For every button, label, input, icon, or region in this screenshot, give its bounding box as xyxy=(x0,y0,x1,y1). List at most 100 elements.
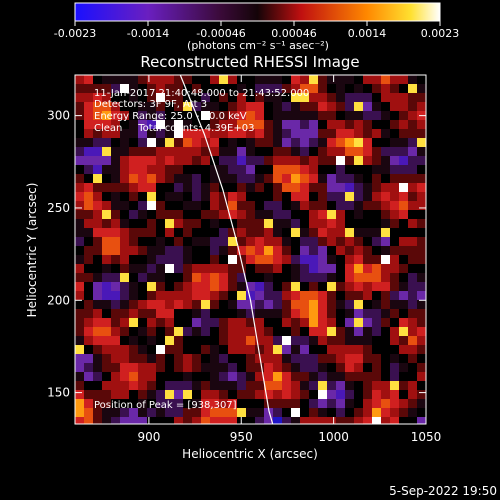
heatmap-cell xyxy=(327,201,336,210)
heatmap-cell xyxy=(210,156,219,165)
heatmap-cell xyxy=(219,165,228,174)
heatmap-cell xyxy=(219,210,228,219)
heatmap-cell xyxy=(318,219,327,228)
heatmap-cell xyxy=(291,147,300,156)
heatmap-cell xyxy=(336,228,345,237)
heatmap-cell xyxy=(219,282,228,291)
heatmap-cell xyxy=(399,327,408,336)
heatmap-cell xyxy=(201,165,210,174)
heatmap-cell xyxy=(174,255,183,264)
heatmap-cell xyxy=(120,156,129,165)
heatmap-cell xyxy=(381,174,390,183)
heatmap-cell xyxy=(111,300,120,309)
heatmap-cell xyxy=(264,336,273,345)
heatmap-cell xyxy=(336,84,345,93)
heatmap-cell xyxy=(336,363,345,372)
heatmap-cell xyxy=(156,354,165,363)
heatmap-cell xyxy=(129,282,138,291)
heatmap-cell xyxy=(291,75,300,84)
colorbar-tick-label: -0.0023 xyxy=(54,27,96,40)
heatmap-cell xyxy=(255,354,264,363)
heatmap-cell xyxy=(129,75,138,84)
heatmap-cell xyxy=(417,138,426,147)
heatmap-cell xyxy=(201,390,210,399)
heatmap-cell xyxy=(129,165,138,174)
heatmap-cell xyxy=(174,300,183,309)
heatmap-cell xyxy=(75,390,84,399)
heatmap-cell xyxy=(318,345,327,354)
heatmap-cell xyxy=(372,273,381,282)
heatmap-cell xyxy=(183,165,192,174)
heatmap-cell xyxy=(309,129,318,138)
heatmap-cell xyxy=(390,264,399,273)
heatmap-cell xyxy=(363,399,372,408)
heatmap-cell xyxy=(246,246,255,255)
heatmap-cell xyxy=(138,165,147,174)
heatmap-cell xyxy=(345,219,354,228)
heatmap-cell xyxy=(273,138,282,147)
heatmap-cell xyxy=(363,372,372,381)
heatmap-cell xyxy=(138,273,147,282)
heatmap-cell xyxy=(174,372,183,381)
heatmap-cell xyxy=(156,84,165,93)
heatmap-cell xyxy=(201,291,210,300)
heatmap-cell xyxy=(408,399,417,408)
heatmap-cell xyxy=(129,273,138,282)
y-axis-label: Heliocentric Y (arcsec) xyxy=(25,183,39,318)
heatmap-cell xyxy=(228,102,237,111)
heatmap-cell xyxy=(291,228,300,237)
heatmap-cell xyxy=(318,399,327,408)
heatmap-cell xyxy=(138,237,147,246)
heatmap-cell xyxy=(237,309,246,318)
heatmap-cell xyxy=(309,156,318,165)
heatmap-cell xyxy=(318,363,327,372)
heatmap-cell xyxy=(381,237,390,246)
heatmap-cell xyxy=(120,399,129,408)
heatmap-cell xyxy=(174,138,183,147)
heatmap-cell xyxy=(84,408,93,417)
heatmap-cell xyxy=(84,84,93,93)
heatmap-cell xyxy=(84,192,93,201)
heatmap-cell xyxy=(381,300,390,309)
heatmap-cell xyxy=(309,327,318,336)
heatmap-cell xyxy=(210,219,219,228)
heatmap-cell xyxy=(390,363,399,372)
heatmap-cell xyxy=(219,111,228,120)
heatmap-cell xyxy=(408,102,417,111)
heatmap-cell xyxy=(156,174,165,183)
heatmap-cell xyxy=(417,201,426,210)
heatmap-cell xyxy=(102,390,111,399)
heatmap-cell xyxy=(300,336,309,345)
heatmap-cell xyxy=(336,174,345,183)
heatmap-cell xyxy=(318,390,327,399)
heatmap-cell xyxy=(327,165,336,174)
heatmap-cell xyxy=(120,210,129,219)
heatmap-cell xyxy=(300,354,309,363)
heatmap-cell xyxy=(282,291,291,300)
heatmap-cell xyxy=(228,372,237,381)
heatmap-cell xyxy=(219,345,228,354)
heatmap-cell xyxy=(264,390,273,399)
heatmap-cell xyxy=(345,372,354,381)
heatmap-cell xyxy=(282,381,291,390)
heatmap-cell xyxy=(291,318,300,327)
heatmap-cell xyxy=(381,408,390,417)
heatmap-cell xyxy=(399,156,408,165)
heatmap-cell xyxy=(183,246,192,255)
heatmap-cell xyxy=(84,309,93,318)
heatmap-cell xyxy=(201,228,210,237)
heatmap-cell xyxy=(219,174,228,183)
heatmap-cell xyxy=(363,417,372,424)
heatmap-cell xyxy=(246,327,255,336)
heatmap-cell xyxy=(327,174,336,183)
heatmap-cell xyxy=(201,345,210,354)
heatmap-cell xyxy=(156,381,165,390)
heatmap-cell xyxy=(408,210,417,219)
heatmap-cell xyxy=(165,336,174,345)
heatmap-cell xyxy=(201,174,210,183)
heatmap-cell xyxy=(84,390,93,399)
heatmap-cell xyxy=(147,111,156,120)
heatmap-cell xyxy=(327,300,336,309)
colorbar xyxy=(74,2,441,22)
heatmap-cell xyxy=(318,102,327,111)
